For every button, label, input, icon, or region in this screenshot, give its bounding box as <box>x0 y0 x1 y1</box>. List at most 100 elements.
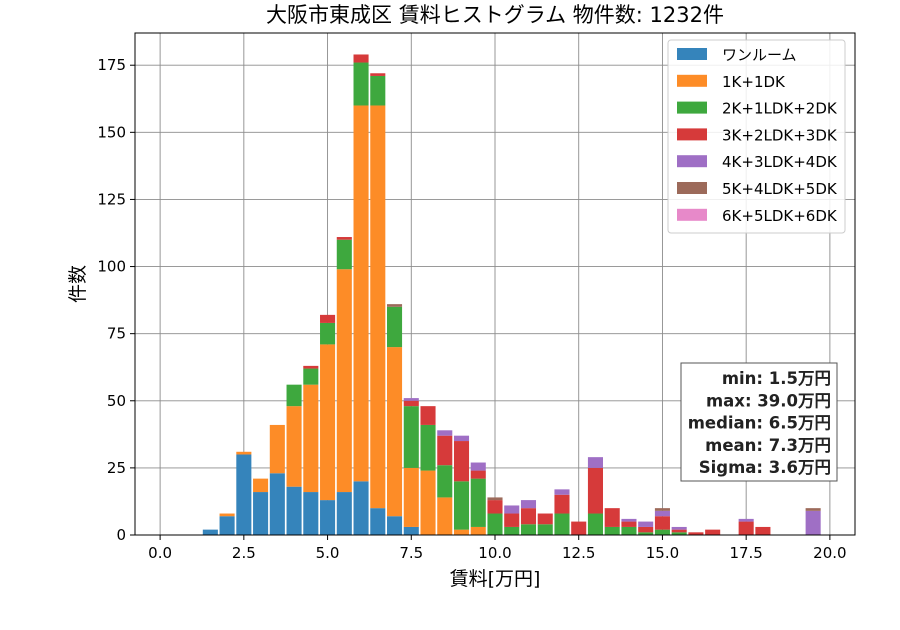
ticks-layer: 0.0 2.5 5.0 7.5 10.0 12.5 15.0 17.5 20.0 0 25 50 75 1… <box>97 56 846 562</box>
legend-label: 4K+3LDK+4DK <box>722 153 838 171</box>
bar-segment <box>336 492 352 535</box>
stats-box: min: 1.5万円 max: 39.0万円 median: 6.5万円 mean: … <box>680 362 838 482</box>
y-tick-label: 125 <box>97 190 126 208</box>
bar-segment <box>587 513 603 535</box>
bar-segment <box>403 400 419 407</box>
bar-segment <box>370 73 386 76</box>
bar-segment <box>470 462 486 471</box>
stats-line: min: 1.5万円 <box>722 369 831 388</box>
bar-segment <box>487 513 503 535</box>
bar-segment <box>621 526 637 535</box>
bar-segment <box>470 478 486 527</box>
bar-segment <box>320 344 336 501</box>
bar-segment <box>453 529 470 535</box>
bar-segment <box>286 406 302 487</box>
bar-segment <box>638 521 654 527</box>
bar-segment <box>520 500 537 509</box>
bar-segment <box>554 489 570 495</box>
bar-segment <box>470 526 486 535</box>
bar-segment <box>303 492 319 535</box>
bar-segment <box>403 526 419 535</box>
bar-segment <box>654 516 670 530</box>
x-axis-title: 賃料[万円] <box>450 568 541 590</box>
bar-segment <box>370 75 386 106</box>
chart-title: 大阪市東成区 賃料ヒストグラム 物件数: 1232件 <box>266 3 724 27</box>
bar-segment <box>336 237 352 240</box>
bar-segment <box>320 322 336 345</box>
bar-segment <box>387 304 403 307</box>
stats-line: Sigma: 3.6万円 <box>699 458 831 477</box>
bar-segment <box>504 513 520 527</box>
legend-swatch <box>677 128 707 141</box>
bar-segment <box>269 473 285 535</box>
x-tick-label: 12.5 <box>562 544 595 562</box>
bar-segment <box>738 521 754 535</box>
y-tick-label: 150 <box>97 123 126 141</box>
bar-segment <box>654 508 670 511</box>
bar-segment <box>219 513 235 517</box>
bar-segment <box>654 529 670 535</box>
bar-segment <box>604 508 620 527</box>
bar-segment <box>453 435 470 442</box>
bar-segment <box>671 532 687 535</box>
stats-line: mean: 7.3万円 <box>705 436 831 455</box>
y-tick-label: 75 <box>107 325 126 343</box>
legend-swatch <box>677 74 707 87</box>
y-axis-title: 件数 <box>67 265 89 303</box>
bar-segment <box>604 526 620 535</box>
legend-swatch <box>677 182 707 194</box>
bar-segment <box>738 518 754 522</box>
bar-segment <box>202 529 218 535</box>
bar-segment <box>286 486 302 535</box>
stats-box-frame <box>680 362 838 482</box>
bar-segment <box>370 508 386 535</box>
bar-segment <box>387 306 403 348</box>
x-tick-label: 2.5 <box>232 544 256 562</box>
x-tick-label: 20.0 <box>813 544 846 562</box>
bar-segment <box>453 481 470 530</box>
bar-segment <box>253 492 269 535</box>
y-tick-label: 25 <box>107 459 126 477</box>
y-tick-label: 100 <box>97 258 126 276</box>
bar-segment <box>353 54 369 63</box>
bar-segment <box>520 508 537 525</box>
bar-segment <box>370 105 386 509</box>
bar-segment <box>403 398 419 401</box>
y-tick-label: 50 <box>107 392 126 410</box>
bar-segment <box>353 105 369 482</box>
bar-segment <box>470 470 486 479</box>
bar-segment <box>537 513 553 525</box>
legend-label: 1K+1DK <box>722 73 786 91</box>
bar-segment <box>353 62 369 106</box>
x-tick-label: 10.0 <box>478 544 511 562</box>
bar-segment <box>420 470 436 535</box>
bar-segment <box>219 516 235 535</box>
legend-swatch <box>677 155 707 168</box>
bar-segment <box>286 384 302 407</box>
bar-segment <box>403 467 419 527</box>
bar-segment <box>437 430 453 436</box>
bar-segment <box>571 521 587 535</box>
legend-label: 3K+2LDK+3DK <box>722 126 838 144</box>
bar-segment <box>504 505 520 514</box>
bar-segment <box>387 347 403 517</box>
bar-segment <box>303 368 319 385</box>
bar-segment <box>320 500 336 535</box>
stats-line: max: 39.0万円 <box>706 391 831 410</box>
bar-segment <box>253 478 269 493</box>
bar-segment <box>487 497 503 501</box>
bar-segment <box>755 526 771 535</box>
bar-segment <box>520 524 537 535</box>
bar-segment <box>688 532 704 535</box>
bar-segment <box>336 269 352 493</box>
bar-segment <box>671 529 687 533</box>
x-tick-label: 15.0 <box>646 544 679 562</box>
bar-segment <box>453 441 470 482</box>
bar-segment <box>705 529 721 535</box>
bar-segment <box>671 526 687 530</box>
bar-segment <box>320 314 336 323</box>
bar-segment <box>621 518 637 522</box>
bar-segment <box>353 481 369 535</box>
stats-line: median: 6.5万円 <box>688 414 831 433</box>
